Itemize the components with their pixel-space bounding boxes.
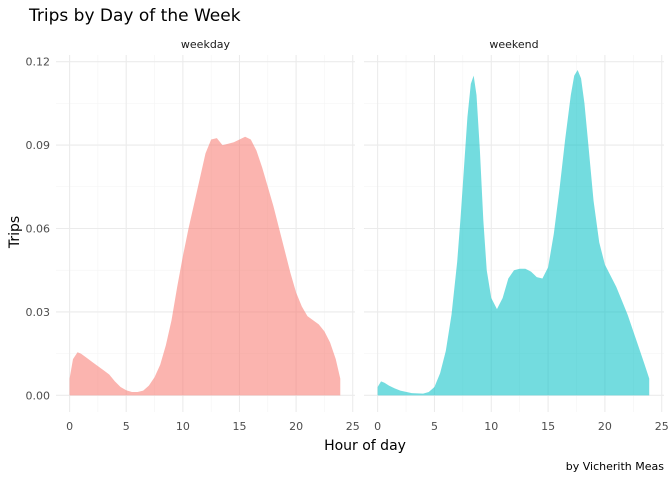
- y-tick-label: 0.00: [26, 389, 51, 402]
- x-tick-label: 5: [431, 420, 438, 433]
- x-axis-title: Hour of day: [324, 438, 406, 454]
- x-tick-label: 20: [289, 420, 303, 433]
- x-tick-label: 20: [598, 420, 612, 433]
- x-tick-label: 25: [655, 420, 669, 433]
- x-tick-label: 10: [176, 420, 190, 433]
- chart-caption: by Vicherith Meas: [566, 460, 664, 473]
- facet-panel-weekday: weekday 0 5 10 15 20 25: [56, 38, 360, 433]
- x-tick-label: 0: [374, 420, 381, 433]
- facet-strip-label: weekday: [181, 38, 231, 51]
- density-area-weekend: [377, 70, 650, 396]
- facet-panel-weekend: weekend 0 5 10 15 20 25: [364, 38, 669, 433]
- x-tick-label: 0: [66, 420, 73, 433]
- y-tick-label: 0.12: [26, 56, 51, 69]
- x-tick-label: 25: [346, 420, 360, 433]
- density-area-weekday: [69, 136, 341, 396]
- x-tick-label: 10: [484, 420, 498, 433]
- facet-panels: weekday 0 5 10 15 20 25 weekend 0 5 10 15 20 25: [56, 38, 669, 433]
- facet-strip-label: weekend: [489, 38, 538, 51]
- x-tick-label: 15: [541, 420, 555, 433]
- y-tick-label: 0.09: [26, 139, 51, 152]
- y-axis-title: Trips: [7, 216, 23, 249]
- y-axis-tick-labels: 0.00 0.03 0.06 0.09 0.12: [26, 56, 51, 403]
- chart-title: Trips by Day of the Week: [28, 6, 241, 26]
- y-tick-label: 0.03: [26, 306, 51, 319]
- x-tick-label: 5: [123, 420, 130, 433]
- x-tick-label: 15: [232, 420, 246, 433]
- y-tick-label: 0.06: [26, 222, 51, 235]
